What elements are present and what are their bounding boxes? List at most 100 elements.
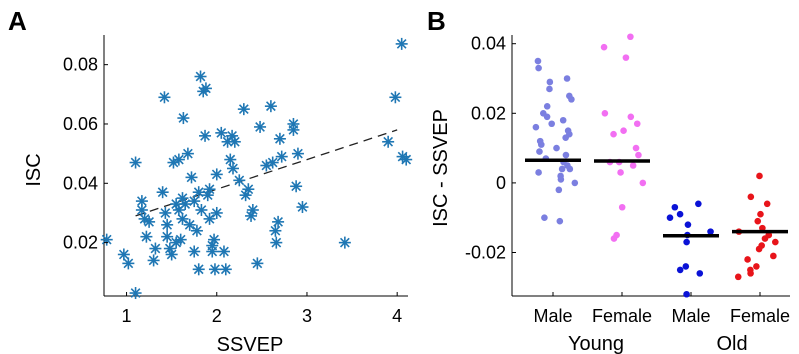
scatter-point — [181, 147, 194, 160]
strip-point — [707, 228, 714, 235]
strip-point — [562, 151, 570, 159]
panel-b-group-label-old: Old — [716, 333, 747, 354]
panel-a-label: A — [8, 6, 27, 36]
scatter-point — [192, 186, 205, 199]
panel-a: A 0.02 0.04 0.06 0.08 1 2 3 4 ISC SSVEP — [8, 6, 413, 354]
scatter-point — [208, 233, 221, 246]
strip-point — [753, 263, 760, 270]
strip-point — [756, 172, 763, 180]
strip-point — [558, 165, 566, 173]
scatter-point — [206, 245, 219, 258]
panel-b-x-tick-label: Female — [592, 306, 652, 326]
strip-point — [555, 186, 563, 194]
scatter-point — [270, 236, 283, 249]
scatter-point — [228, 135, 241, 148]
strip-point — [627, 113, 635, 121]
strip-point — [770, 252, 777, 260]
scatter-point — [143, 215, 156, 228]
scatter-point — [203, 183, 216, 196]
panel-a-y-tick-label: 0.04 — [63, 173, 98, 193]
panel-b: B -0.02 0 0.02 0.04 Male Female Male Female IS… — [427, 6, 790, 354]
strip-point — [765, 231, 773, 239]
scatter-point — [194, 70, 207, 83]
strip-point — [610, 130, 617, 138]
strip-point — [535, 64, 542, 72]
scatter-point — [208, 263, 221, 276]
strip-point — [759, 224, 766, 232]
strip-point — [622, 54, 630, 61]
panel-a-x-tick-label: 4 — [392, 306, 402, 326]
panel-b-x-tick-label: Male — [533, 306, 572, 326]
panel-b-mean-lines — [525, 158, 788, 238]
scatter-point — [122, 257, 135, 270]
strip-point — [629, 162, 637, 169]
scatter-point — [149, 242, 162, 255]
scatter-point — [185, 171, 198, 184]
strip-point — [532, 123, 540, 131]
panel-b-y-tick-label: 0.04 — [471, 34, 506, 54]
scatter-point — [129, 156, 142, 169]
panel-b-x-ticks: Male Female Male Female — [533, 292, 790, 326]
strip-point — [546, 85, 553, 93]
scatter-point — [140, 230, 153, 243]
scatter-point — [199, 129, 212, 142]
scatter-point — [210, 206, 223, 219]
strip-point — [600, 43, 608, 51]
scatter-point — [290, 180, 303, 193]
strip-point — [757, 210, 764, 218]
scatter-point — [291, 147, 304, 160]
scatter-point — [183, 218, 196, 231]
strip-point — [541, 214, 548, 221]
panel-b-y-tick-label: 0 — [496, 173, 506, 193]
scatter-point — [273, 132, 286, 145]
scatter-point — [382, 135, 395, 148]
scatter-point — [296, 201, 309, 214]
scatter-point — [264, 100, 277, 113]
strip-point — [683, 238, 690, 246]
scatter-point — [233, 174, 246, 187]
strip-point — [601, 110, 609, 117]
strip-point — [613, 231, 620, 239]
strip-point — [559, 116, 567, 124]
strip-point — [744, 256, 751, 263]
panel-a-axes — [103, 35, 408, 297]
panel-a-x-tick-label: 1 — [122, 306, 132, 326]
strip-point — [682, 263, 690, 270]
strip-point — [758, 242, 765, 249]
strip-point — [676, 266, 684, 274]
scatter-point — [147, 254, 160, 267]
scatter-point — [188, 245, 201, 258]
strip-point — [633, 120, 641, 128]
strip-point — [772, 238, 779, 246]
strip-point — [671, 203, 679, 211]
scatter-point — [224, 153, 237, 166]
scatter-point — [338, 236, 351, 249]
panel-a-x-axis-label: SSVEP — [217, 334, 284, 354]
scatter-point — [165, 248, 178, 261]
strip-point — [763, 200, 771, 208]
panel-b-y-tick-label: -0.02 — [465, 243, 506, 263]
scatter-point — [226, 162, 239, 175]
scatter-point — [172, 203, 185, 216]
panel-b-group-label-young: Young — [568, 333, 624, 354]
strip-point — [666, 214, 674, 221]
strip-point — [534, 57, 542, 65]
panel-a-x-tick-label: 3 — [302, 306, 312, 326]
scatter-point — [179, 198, 192, 211]
strip-point — [639, 179, 647, 187]
strip-point — [747, 193, 755, 201]
scatter-point — [100, 233, 113, 246]
scatter-point — [210, 168, 223, 181]
strip-point — [557, 172, 564, 180]
panel-a-y-ticks: 0.02 0.04 0.06 0.08 — [63, 55, 108, 253]
scatter-point — [275, 150, 288, 163]
scatter-point — [129, 287, 142, 300]
scatter-point — [242, 183, 255, 196]
strip-point — [734, 273, 742, 281]
strip-point — [632, 144, 640, 152]
panel-a-x-ticks: 1 2 3 4 — [122, 292, 402, 326]
scatter-point — [161, 230, 174, 243]
strip-point — [684, 221, 692, 228]
scatter-point — [176, 212, 189, 225]
